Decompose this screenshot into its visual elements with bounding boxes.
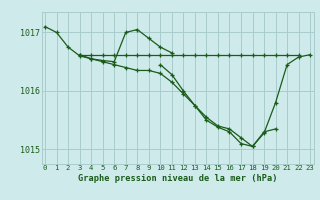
X-axis label: Graphe pression niveau de la mer (hPa): Graphe pression niveau de la mer (hPa) <box>78 174 277 183</box>
